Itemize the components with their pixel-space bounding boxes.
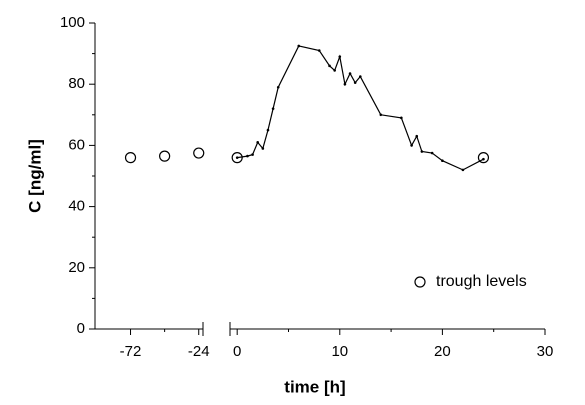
data-line [237, 45, 484, 171]
line-point [338, 55, 342, 58]
trough-point [231, 152, 243, 164]
line-point [379, 113, 383, 117]
y-axis-label: C [ng/ml] [25, 139, 44, 213]
line-point [415, 134, 419, 138]
line-point [261, 147, 265, 150]
line-point [359, 75, 362, 78]
line-point [266, 128, 270, 132]
line-point [251, 153, 254, 156]
line-point [410, 144, 413, 147]
trough-point [477, 152, 490, 164]
trough-point [159, 150, 171, 162]
line-point [400, 116, 403, 120]
line-point [461, 168, 465, 172]
x-tick-label: -24 [188, 343, 210, 360]
line-point [256, 141, 260, 144]
line-point [441, 159, 444, 162]
line-point [353, 81, 357, 84]
line-point [482, 157, 485, 161]
line-point [333, 69, 336, 72]
line-point [246, 154, 249, 158]
x-tick-label: 10 [331, 343, 348, 360]
x-tick-label: -72 [120, 343, 142, 360]
line-point [297, 44, 301, 48]
line-point [271, 107, 275, 110]
line-point [420, 150, 424, 153]
trough-point [193, 147, 205, 159]
line-point [235, 156, 239, 159]
x-tick-label: 0 [233, 343, 241, 360]
x-tick-label: 20 [434, 343, 451, 360]
x-axis-label: time [h] [284, 377, 345, 396]
line-point [348, 72, 352, 75]
line-point [328, 64, 331, 68]
y-tick-label: 40 [68, 198, 85, 215]
y-tick-label: 60 [68, 136, 85, 153]
line-point [343, 82, 347, 86]
legend-label: trough levels [436, 273, 527, 290]
y-tick-label: 20 [68, 259, 85, 276]
line-point [317, 49, 321, 52]
y-tick-label: 80 [68, 75, 85, 92]
line-point [430, 151, 434, 155]
line-point [276, 85, 280, 89]
y-tick-label: 0 [77, 320, 85, 337]
y-tick-label: 100 [60, 14, 85, 31]
legend-marker [414, 276, 426, 288]
trough-point [124, 152, 137, 164]
x-tick-label: 30 [537, 343, 554, 360]
